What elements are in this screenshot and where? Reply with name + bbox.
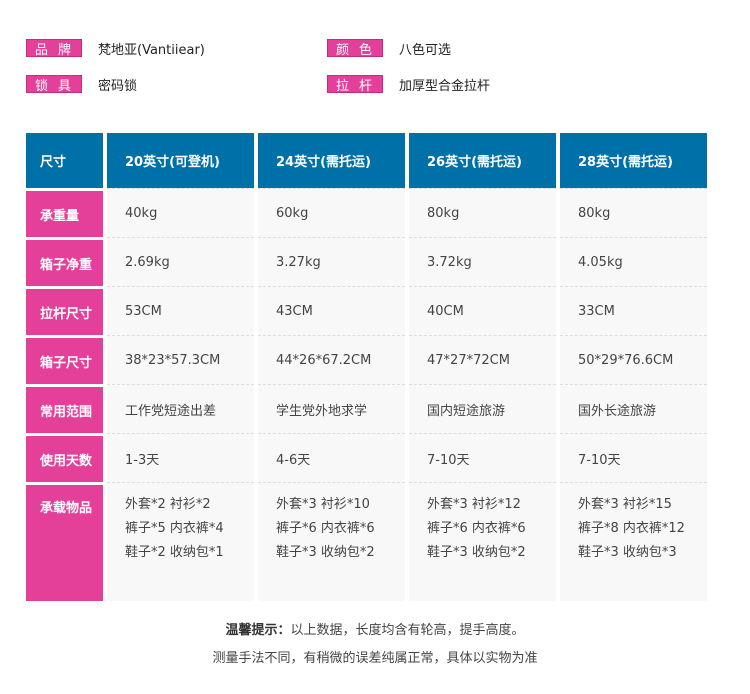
item-line: 鞋子*3 收纳包*2	[427, 545, 526, 560]
spec-lock: 锁具 密码锁	[26, 74, 137, 94]
spec-label: 拉杆	[327, 75, 383, 94]
table-row: 箱子尺寸 38*23*57.3CM 44*26*67.2CM 47*27*72CM 50…	[26, 335, 707, 384]
item-line: 裤子*8 内衣裤*12	[578, 521, 685, 536]
spec-value: 密码锁	[98, 78, 138, 94]
spec-label: 颜色	[327, 39, 383, 58]
table-cell: 80kg	[409, 188, 556, 237]
row-label: 承载物品	[26, 482, 103, 601]
note-title: 温馨提示：	[225, 623, 291, 638]
table-cell: 4-6天	[258, 433, 405, 482]
header-cell: 尺寸	[26, 133, 103, 188]
row-label: 使用天数	[26, 433, 103, 482]
item-line: 鞋子*3 收纳包*3	[578, 545, 677, 560]
spec-label: 品牌	[26, 39, 82, 58]
note-line-2: 测量手法不同，有稍微的误差纯属正常，具体以实物为准	[212, 651, 538, 666]
item-line: 裤子*6 内衣裤*6	[427, 521, 526, 536]
header-cell: 24英寸(需托运)	[258, 133, 405, 188]
table-cell: 学生党外地求学	[258, 384, 405, 433]
note-line-1: 温馨提示：以上数据，长度均含有轮高，提手高度。	[0, 619, 750, 638]
spec-handle: 拉杆 加厚型合金拉杆	[327, 74, 490, 94]
item-line: 裤子*6 内衣裤*6	[276, 521, 375, 536]
table-row: 使用天数 1-3天 4-6天 7-10天 7-10天	[26, 433, 707, 482]
table-cell: 国内短途旅游	[409, 384, 556, 433]
item-line: 裤子*5 内衣裤*4	[125, 521, 224, 536]
table-cell: 53CM	[107, 286, 254, 335]
table-cell: 38*23*57.3CM	[107, 335, 254, 384]
table-header: 尺寸 20英寸(可登机) 24英寸(需托运) 26英寸(需托运) 28英寸(需托…	[26, 133, 707, 188]
table-cell: 外套*3 衬衫*15 裤子*8 内衣裤*12 鞋子*3 收纳包*3	[560, 482, 707, 601]
header-cell: 20英寸(可登机)	[107, 133, 254, 188]
table-cell: 国外长途旅游	[560, 384, 707, 433]
header-cell: 28英寸(需托运)	[560, 133, 707, 188]
table-row: 承载物品 外套*2 衬衫*2 裤子*5 内衣裤*4 鞋子*2 收纳包*1 外套*3 衬衫…	[26, 482, 707, 601]
table-row: 常用范围 工作党短途出差 学生党外地求学 国内短途旅游 国外长途旅游	[26, 384, 707, 433]
table-cell: 40CM	[409, 286, 556, 335]
table-cell: 33CM	[560, 286, 707, 335]
item-line: 外套*3 衬衫*10	[276, 497, 370, 512]
table-cell: 50*29*76.6CM	[560, 335, 707, 384]
table-cell: 2.69kg	[107, 237, 254, 286]
table-cell: 7-10天	[409, 433, 556, 482]
spec-brand: 品牌 梵地亚(Vantiiear)	[26, 38, 205, 58]
row-label: 常用范围	[26, 384, 103, 433]
spec-color: 颜色 八色可选	[327, 38, 451, 58]
table-cell: 4.05kg	[560, 237, 707, 286]
item-line: 鞋子*2 收纳包*1	[125, 545, 224, 560]
note-text: 以上数据，长度均含有轮高，提手高度。	[290, 623, 525, 638]
table-cell: 80kg	[560, 188, 707, 237]
table-cell: 外套*2 衬衫*2 裤子*5 内衣裤*4 鞋子*2 收纳包*1	[107, 482, 254, 601]
size-table: 尺寸 20英寸(可登机) 24英寸(需托运) 26英寸(需托运) 28英寸(需托…	[22, 133, 711, 601]
item-line: 外套*3 衬衫*12	[427, 497, 521, 512]
table-cell: 外套*3 衬衫*10 裤子*6 内衣裤*6 鞋子*3 收纳包*2	[258, 482, 405, 601]
spec-label: 锁具	[26, 75, 82, 94]
header-cell: 26英寸(需托运)	[409, 133, 556, 188]
table-row: 拉杆尺寸 53CM 43CM 40CM 33CM	[26, 286, 707, 335]
table-cell: 3.27kg	[258, 237, 405, 286]
spec-value: 梵地亚(Vantiiear)	[98, 42, 205, 58]
table-cell: 40kg	[107, 188, 254, 237]
spec-value: 加厚型合金拉杆	[399, 78, 491, 94]
table-cell: 3.72kg	[409, 237, 556, 286]
table-cell: 外套*3 衬衫*12 裤子*6 内衣裤*6 鞋子*3 收纳包*2	[409, 482, 556, 601]
table-cell: 1-3天	[107, 433, 254, 482]
item-line: 外套*3 衬衫*15	[578, 497, 672, 512]
table-cell: 43CM	[258, 286, 405, 335]
table-cell: 工作党短途出差	[107, 384, 254, 433]
row-label: 承重量	[26, 188, 103, 237]
table-cell: 44*26*67.2CM	[258, 335, 405, 384]
table-cell: 60kg	[258, 188, 405, 237]
table-row: 承重量 40kg 60kg 80kg 80kg	[26, 188, 707, 237]
table-row: 箱子净重 2.69kg 3.27kg 3.72kg 4.05kg	[26, 237, 707, 286]
spec-value: 八色可选	[399, 42, 452, 58]
row-label: 箱子净重	[26, 237, 103, 286]
row-label: 箱子尺寸	[26, 335, 103, 384]
row-label: 拉杆尺寸	[26, 286, 103, 335]
table-cell: 47*27*72CM	[409, 335, 556, 384]
item-line: 鞋子*3 收纳包*2	[276, 545, 375, 560]
table-cell: 7-10天	[560, 433, 707, 482]
item-line: 外套*2 衬衫*2	[125, 497, 211, 512]
